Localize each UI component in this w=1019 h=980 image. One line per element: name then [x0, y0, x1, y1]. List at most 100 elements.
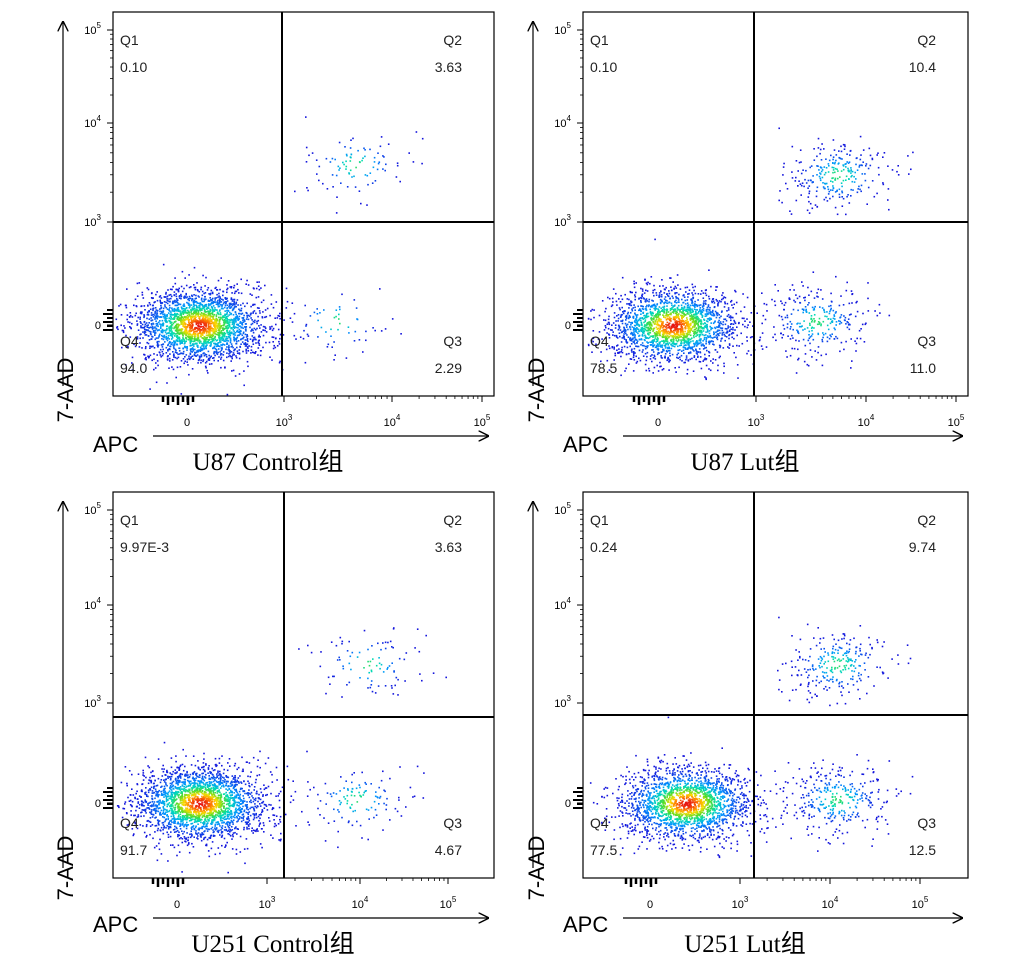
event-dot — [820, 324, 822, 327]
event-dot — [166, 297, 168, 300]
event-dot — [188, 310, 190, 313]
event-dot — [216, 293, 218, 296]
event-dot — [710, 360, 712, 362]
event-dot — [694, 328, 697, 331]
event-dot — [683, 306, 686, 309]
event-dot — [221, 348, 223, 350]
event-dot — [718, 356, 721, 359]
event-dot — [161, 323, 163, 326]
event-dot — [230, 355, 232, 358]
event-dot — [200, 329, 202, 331]
event-dot — [205, 303, 208, 306]
event-dot — [662, 321, 664, 323]
event-dot — [278, 315, 281, 317]
event-dot — [205, 313, 207, 316]
event-dot — [214, 338, 217, 341]
event-dot — [188, 274, 190, 276]
event-dot — [259, 354, 262, 357]
event-dot — [192, 316, 194, 319]
event-dot — [176, 327, 178, 329]
event-dot — [166, 339, 169, 342]
event-dot — [847, 162, 850, 164]
event-dot — [824, 171, 827, 174]
event-dot — [145, 356, 147, 359]
event-dot — [839, 176, 841, 178]
event-dot — [697, 317, 699, 319]
event-dot — [850, 195, 852, 197]
event-dot — [224, 317, 227, 320]
event-dot — [198, 332, 200, 335]
event-dot — [662, 285, 664, 287]
event-dot — [198, 341, 201, 344]
event-dot — [650, 305, 653, 307]
event-dot — [689, 315, 691, 317]
event-dot — [711, 298, 714, 300]
event-dot — [593, 316, 595, 319]
event-dot — [226, 336, 228, 338]
event-dot — [140, 325, 142, 327]
event-dot — [891, 169, 894, 171]
event-dot — [174, 304, 177, 307]
event-dot — [169, 353, 171, 355]
event-dot — [636, 360, 639, 363]
event-dot — [756, 312, 758, 314]
event-dot — [685, 344, 687, 347]
event-dot — [191, 321, 194, 324]
event-dot — [235, 301, 238, 304]
event-dot — [791, 177, 794, 179]
event-dot — [625, 329, 627, 332]
event-dot — [640, 330, 643, 332]
event-dot — [184, 324, 186, 326]
x-tick-label: 105 — [474, 413, 491, 429]
event-dot — [761, 348, 764, 350]
event-dot — [149, 354, 152, 357]
event-dot — [220, 313, 222, 316]
event-dot — [174, 309, 176, 311]
event-dot — [166, 328, 168, 331]
event-dot — [673, 343, 676, 345]
event-dot — [621, 346, 623, 349]
event-dot — [708, 336, 711, 338]
event-dot — [687, 331, 690, 334]
event-dot — [795, 199, 798, 202]
event-dot — [657, 319, 660, 321]
event-dot — [630, 321, 632, 324]
event-dot — [714, 359, 717, 361]
event-dot — [153, 368, 155, 371]
event-dot — [629, 337, 632, 339]
event-dot — [200, 312, 203, 314]
event-dot — [236, 346, 238, 349]
event-dot — [705, 326, 707, 329]
event-dot — [276, 345, 279, 347]
event-dot — [681, 312, 683, 314]
event-dot — [676, 322, 679, 325]
event-dot — [206, 320, 209, 322]
event-dot — [190, 327, 192, 329]
event-dot — [191, 322, 193, 325]
event-dot — [638, 298, 640, 300]
event-dot — [697, 323, 699, 325]
event-dot — [688, 333, 690, 336]
event-dot — [279, 312, 281, 315]
event-dot — [233, 298, 236, 301]
event-dot — [675, 297, 678, 299]
event-dot — [379, 288, 381, 290]
event-dot — [242, 319, 244, 322]
event-dot — [625, 324, 628, 327]
event-dot — [694, 319, 697, 322]
event-dot — [211, 320, 213, 323]
event-dot — [194, 301, 196, 303]
event-dot — [673, 333, 676, 335]
event-dot — [628, 321, 630, 323]
event-dot — [307, 189, 309, 192]
event-dot — [685, 357, 688, 359]
event-dot — [306, 187, 308, 189]
event-dot — [258, 339, 260, 342]
event-dot — [345, 153, 348, 156]
event-dot — [191, 309, 193, 311]
event-dot — [823, 166, 826, 168]
event-dot — [829, 197, 831, 200]
event-dot — [172, 333, 174, 335]
event-dot — [174, 329, 177, 332]
event-dot — [871, 180, 874, 182]
